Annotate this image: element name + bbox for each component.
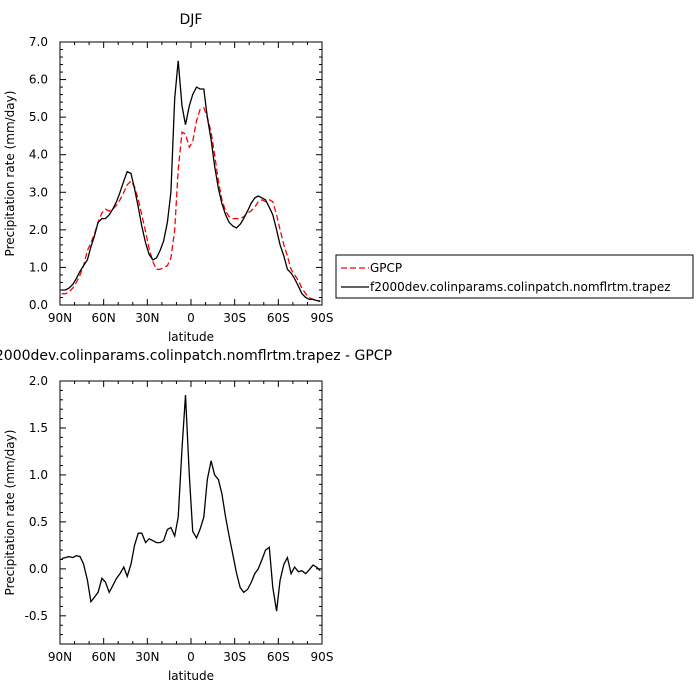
plot-area: [61, 60, 321, 302]
y-tick-label: 4.0: [29, 148, 48, 162]
x-tick-label: 90S: [311, 650, 334, 664]
chart-2: f2000dev.colinparams.colinpatch.nomflrtm…: [0, 348, 392, 683]
y-axis-label: Precipitation rate (mm/day): [3, 91, 17, 257]
y-tick-label: 7.0: [29, 35, 48, 49]
legend-box: [335, 254, 694, 299]
x-tick-label: 30N: [135, 311, 159, 325]
x-tick-label: 60N: [92, 650, 116, 664]
y-tick-label: -0.5: [25, 609, 48, 623]
y-tick-label: 0.0: [29, 298, 48, 312]
legend-entry: f2000dev.colinparams.colinpatch.nomflrtm…: [370, 280, 671, 294]
y-tick-label: 3.0: [29, 185, 48, 199]
y-tick-label: 5.0: [29, 110, 48, 124]
y-tick-label: 2.0: [29, 374, 48, 388]
y-tick-label: 1.5: [29, 421, 48, 435]
x-tick-label: 60S: [267, 311, 290, 325]
chart-title: f2000dev.colinparams.colinpatch.nomflrtm…: [0, 348, 392, 364]
x-tick-label: 30S: [223, 650, 246, 664]
x-axis-label: latitude: [168, 669, 214, 683]
x-tick-label: 30S: [223, 311, 246, 325]
y-tick-label: 6.0: [29, 73, 48, 87]
y-tick-label: 1.0: [29, 260, 48, 274]
x-tick-label: 30N: [135, 650, 159, 664]
x-axis-label: latitude: [168, 330, 214, 344]
series-line-gpcp: [61, 106, 321, 302]
chart-1: DJF 90N 60N 30N 0 30S 60S 90S 0.0 1.0 2.0 3.0 4.0 5.0…: [3, 12, 694, 344]
x-tick-label: 60N: [92, 311, 116, 325]
legend: GPCP f2000dev.colinparams.colinpatch.nomf…: [335, 254, 694, 299]
x-tick-label: 90N: [48, 650, 72, 664]
x-tick-label: 60S: [267, 650, 290, 664]
plot-frame: [59, 41, 323, 306]
x-tick-label: 0: [187, 650, 195, 664]
legend-entry: GPCP: [370, 261, 402, 275]
chart-title: DJF: [180, 12, 203, 28]
x-tick-label: 0: [187, 311, 195, 325]
x-tick-label: 90N: [48, 311, 72, 325]
y-tick-label: 1.0: [29, 468, 48, 482]
y-axis-label: Precipitation rate (mm/day): [3, 430, 17, 596]
y-tick-label: 0.0: [29, 562, 48, 576]
y-tick-label: 0.5: [29, 515, 48, 529]
x-tick-label: 90S: [311, 311, 334, 325]
series-line-f2000dev-colinparams-colinpatch-nomflrtm-trapez: [61, 60, 321, 302]
y-tick-label: 2.0: [29, 223, 48, 237]
plot-area: [61, 395, 321, 612]
series-line-1: [61, 395, 321, 612]
